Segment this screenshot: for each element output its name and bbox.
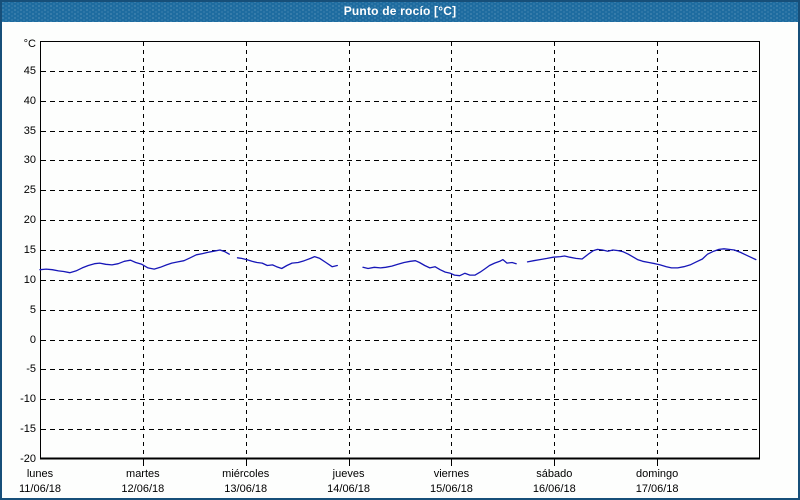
plot-border	[40, 41, 760, 459]
chart-title-bar: Punto de rocío [°C]	[0, 0, 800, 22]
y-tick-label: -5	[26, 363, 36, 376]
dewpoint-line-segment	[526, 248, 757, 269]
y-tick-label: 30	[23, 154, 36, 167]
y-tick-label: -20	[20, 453, 36, 465]
y-tick-label: -10	[20, 393, 36, 406]
y-tick-label: 5	[29, 303, 36, 316]
y-tick-label: 10	[23, 273, 36, 286]
x-day-name-label: lunes	[26, 468, 54, 480]
y-tick-label: 45	[23, 64, 36, 77]
y-tick-label: 15	[23, 244, 36, 256]
y-tick-label: -15	[20, 423, 36, 436]
x-date-label: 15/06/18	[430, 483, 473, 495]
dewpoint-line-segment	[236, 255, 338, 270]
x-date-label: 12/06/18	[121, 483, 165, 495]
x-day-name-label: jueves	[332, 468, 365, 480]
y-tick-label: 0	[29, 333, 36, 346]
x-day-name-label: sábado	[536, 468, 573, 480]
dewpoint-line-segment	[39, 249, 230, 274]
dewpoint-line-segment	[362, 258, 517, 277]
y-tick-label: 25	[23, 184, 36, 197]
x-day-name-label: domingo	[636, 468, 679, 480]
x-day-name-label: miércoles	[222, 468, 270, 480]
y-axis-unit-label: °C	[23, 38, 36, 50]
y-tick-label: 35	[23, 124, 36, 137]
x-date-label: 17/06/18	[635, 483, 679, 495]
x-date-label: 14/06/18	[327, 483, 370, 495]
y-tick-label: 40	[23, 94, 36, 107]
x-date-label: 13/06/18	[224, 483, 268, 495]
x-day-name-label: martes	[126, 468, 160, 480]
x-date-label: 16/06/18	[532, 483, 576, 495]
x-date-label: 11/06/18	[18, 483, 62, 495]
x-day-name-label: viernes	[433, 468, 470, 480]
y-tick-label: 20	[23, 214, 36, 227]
chart-title: Punto de rocío [°C]	[343, 4, 457, 18]
